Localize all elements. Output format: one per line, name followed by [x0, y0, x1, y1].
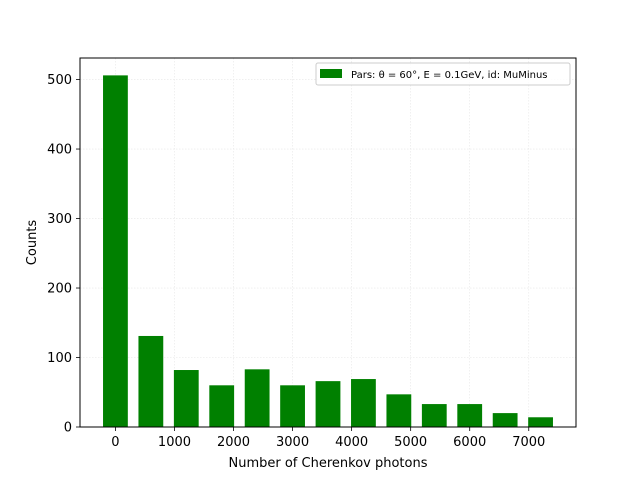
bar: [173, 370, 199, 427]
y-tick-label: 0: [64, 421, 72, 436]
bar: [315, 381, 341, 427]
bar: [351, 379, 376, 427]
y-tick-label: 300: [47, 212, 72, 227]
bar: [457, 404, 483, 427]
bar: [138, 335, 164, 427]
grid: [80, 58, 576, 428]
x-tick-label: 0: [111, 435, 119, 450]
x-axis-ticks: 0 1000 2000 3000 4000 5000 6000 7000: [111, 427, 545, 450]
bar: [280, 385, 305, 427]
x-tick-label: 7000: [512, 435, 545, 450]
y-tick-label: 400: [47, 143, 72, 158]
bar: [244, 369, 270, 427]
legend-entry: Pars: θ = 60°, E = 0.1GeV, id: MuMinus: [351, 70, 548, 81]
legend-swatch: [320, 69, 342, 78]
x-tick-label: 3000: [276, 435, 309, 450]
bars: [103, 75, 553, 428]
bar: [209, 385, 235, 427]
y-axis-ticks: 0 100 200 300 400 500: [47, 73, 80, 436]
x-tick-label: 1000: [158, 435, 191, 450]
x-tick-label: 6000: [453, 435, 486, 450]
y-tick-label: 200: [47, 282, 72, 297]
y-axis-label: Counts: [25, 220, 40, 266]
x-tick-label: 5000: [394, 435, 427, 450]
bar: [103, 75, 128, 428]
bar: [528, 417, 553, 427]
legend-box: [315, 62, 571, 86]
plot-frame: [79, 57, 577, 428]
x-tick-label: 4000: [335, 435, 368, 450]
y-tick-label: 100: [47, 351, 72, 366]
y-tick-label: 500: [47, 73, 72, 88]
bar: [386, 394, 412, 427]
x-tick-label: 2000: [217, 435, 250, 450]
x-axis-label: Number of Cherenkov photons: [229, 456, 428, 471]
bar: [421, 404, 447, 427]
bar: [492, 413, 518, 427]
legend: Pars: θ = 60°, E = 0.1GeV, id: MuMinus: [315, 62, 571, 86]
